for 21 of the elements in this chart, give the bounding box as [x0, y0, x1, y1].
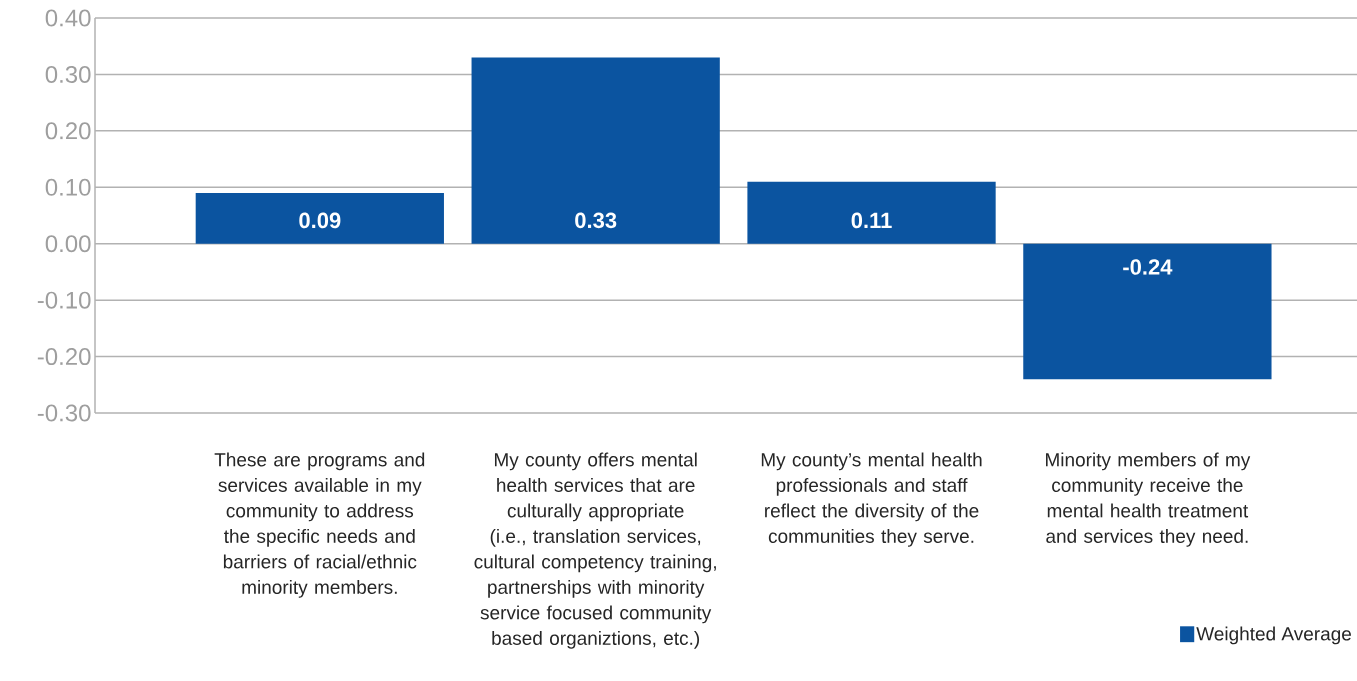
x-tick-label: These are programs and services available in my community to address the specific needs and barriers of racial/ethnic minority members.	[214, 452, 425, 598]
y-tick-label: 0.40	[45, 9, 91, 27]
data-label: 0.11	[851, 212, 892, 229]
y-tick-label: 0.00	[45, 235, 91, 253]
x-tick-label: My county offers mental health services that are culturally appropriate (i.e., translation services, cultural competency training, partnerships with minority service focused community based organiztions, etc.)	[474, 452, 716, 649]
legend-label: Weighted Average	[1196, 626, 1351, 645]
bar	[471, 57, 720, 244]
data-label: 0.33	[575, 212, 617, 229]
y-tick-label: -0.20	[37, 348, 91, 366]
x-tick-label: My county’s mental health professionals and staff reflect the diversity of the communities they serve.	[761, 452, 982, 547]
x-tick-label: Minority members of my community receive the mental health treatment and services they need.	[1046, 452, 1251, 547]
y-tick-label: 0.20	[45, 122, 91, 140]
bar	[195, 192, 444, 244]
bar	[1023, 243, 1272, 380]
y-tick-label: 0.10	[45, 178, 91, 196]
y-tick-label: 0.30	[45, 65, 91, 83]
data-label: -0.24	[1123, 259, 1173, 275]
y-tick-label: -0.30	[37, 404, 91, 422]
data-label: 0.09	[299, 212, 341, 229]
bar	[747, 181, 996, 244]
y-tick-label: -0.10	[37, 291, 91, 309]
